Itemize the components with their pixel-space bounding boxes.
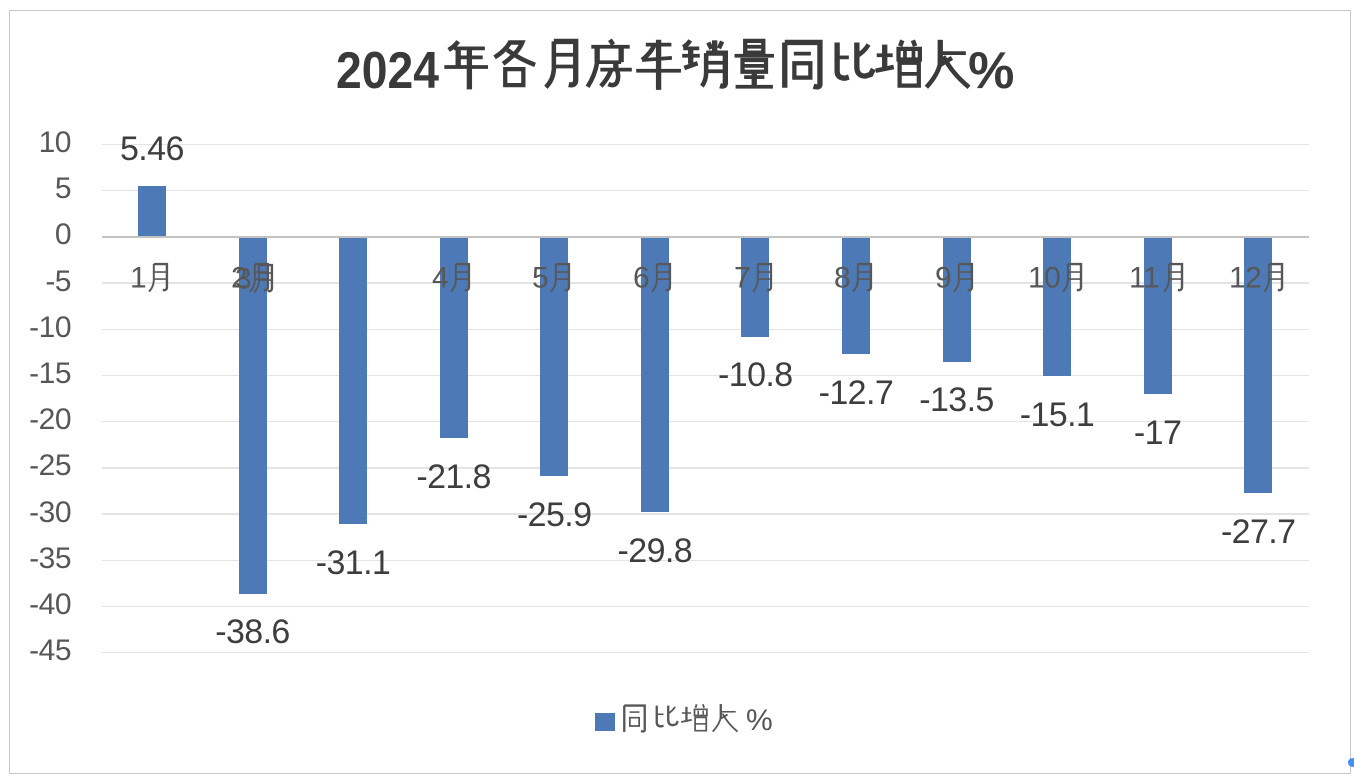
svg-text:10: 10	[1028, 262, 1060, 295]
svg-text:1: 1	[130, 262, 146, 295]
svg-text:2: 2	[231, 262, 247, 295]
svg-text:3: 3	[235, 262, 251, 295]
svg-text:8: 8	[834, 262, 850, 295]
svg-text:%: %	[968, 42, 1014, 100]
svg-text:%: %	[746, 704, 773, 737]
svg-text:11: 11	[1129, 262, 1159, 295]
svg-text:5: 5	[532, 262, 548, 295]
svg-text:12: 12	[1229, 262, 1261, 295]
svg-text:7: 7	[734, 262, 750, 295]
svg-text:2024: 2024	[336, 42, 439, 100]
svg-text:9: 9	[935, 262, 951, 295]
svg-text:4: 4	[432, 262, 448, 295]
svg-text:6: 6	[633, 262, 649, 295]
